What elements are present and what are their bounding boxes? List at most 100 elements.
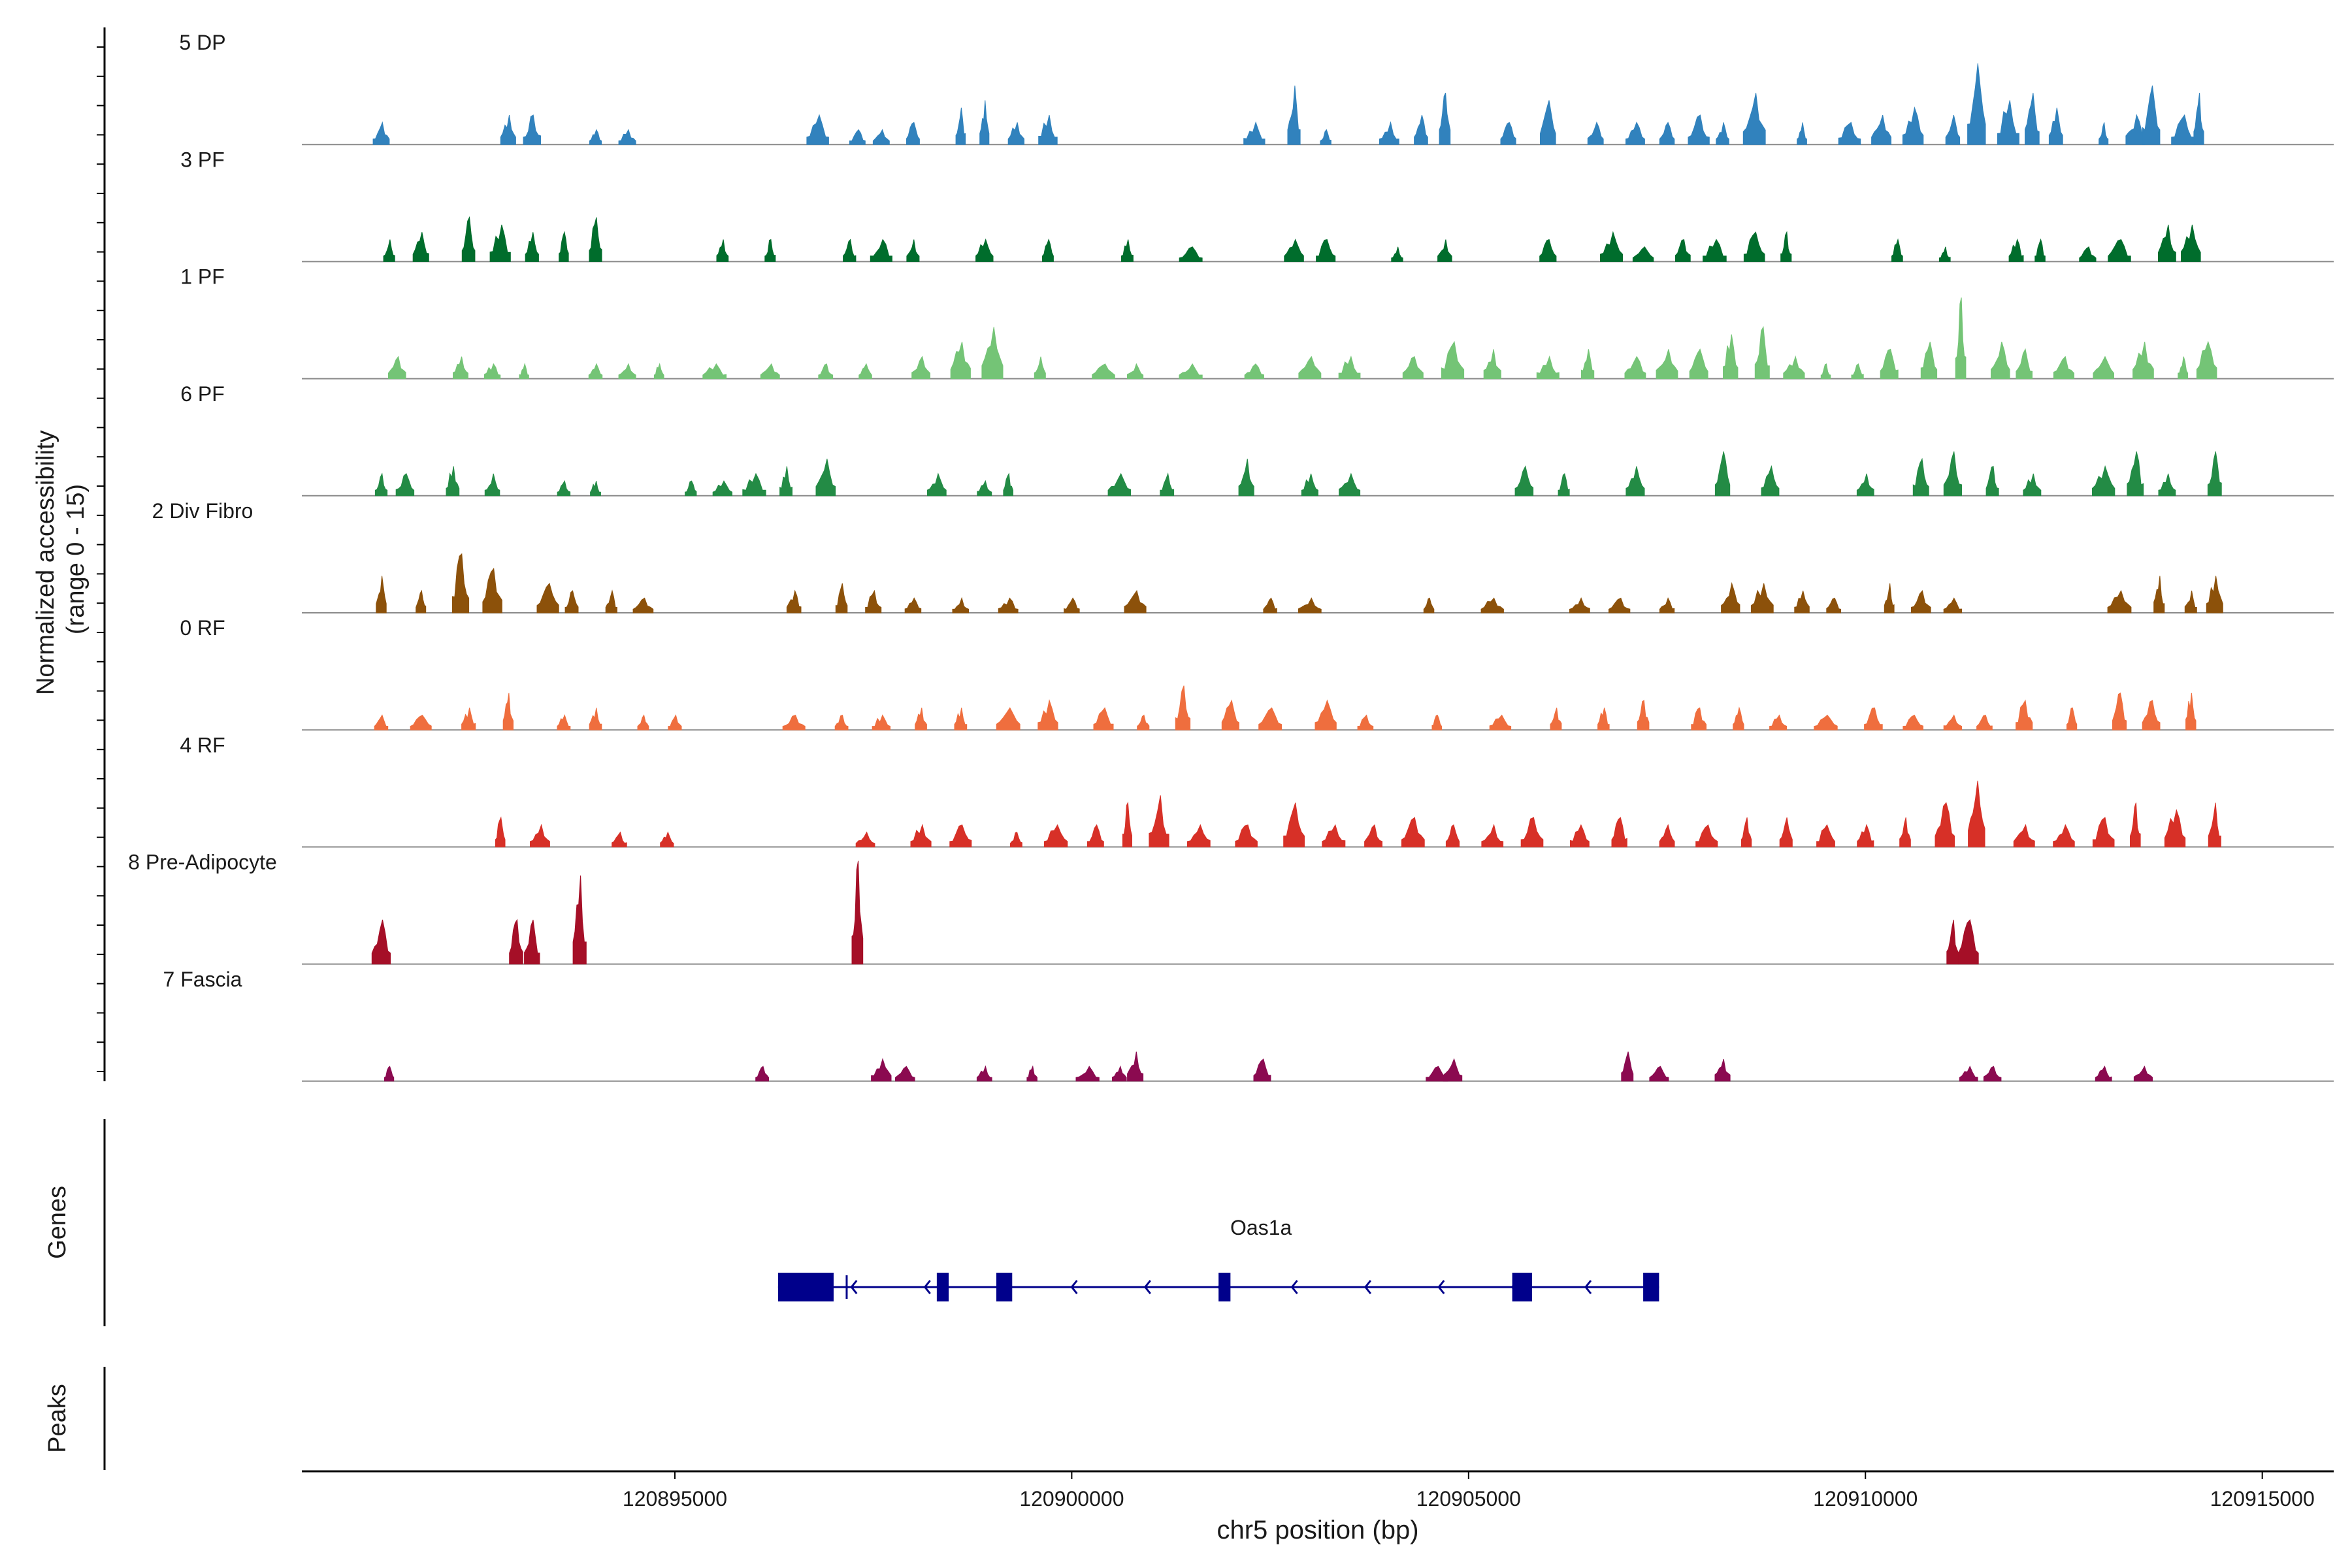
track-label: 5 DP [179,31,225,54]
peak [1816,824,1835,847]
peak [1864,707,1883,730]
peak [1625,122,1645,145]
peak [1714,451,1731,497]
peak [1179,246,1203,262]
peak [851,860,864,965]
peak [1500,122,1516,145]
peak [1958,919,1979,965]
exon [1218,1273,1231,1301]
x-axis-title: chr5 position (bp) [1217,1516,1418,1544]
peak [1688,114,1710,145]
peak [786,589,802,613]
strand-chevron [923,1280,931,1294]
peak [1856,473,1874,497]
peak [2023,473,2042,497]
peak [1320,129,1331,145]
peak [2207,451,2222,497]
peak [2181,224,2201,262]
exon [777,1273,834,1301]
peak [1689,348,1708,380]
peak [1037,699,1058,730]
peak [1625,466,1645,497]
peak [1991,342,2010,380]
peak [1911,590,1931,613]
peak [1569,597,1590,613]
peak [1283,802,1305,847]
coverage-y-ticks [97,46,105,1072]
track-8-pre-adipocyte: 8 Pre-Adipocyte [128,851,2334,965]
y-axis-title-line2: (range 0 - 15) [62,484,90,634]
peak [1597,708,1610,730]
peak [1093,707,1114,730]
peak [557,480,571,497]
track-label: 4 RF [180,733,225,757]
x-tick-label: 120905000 [1416,1487,1521,1511]
peak [1935,802,1955,847]
peak [2092,465,2115,497]
peak [1779,817,1793,847]
peak [1489,714,1512,730]
peak [495,816,506,847]
peak [1179,363,1203,380]
peak [1761,465,1780,497]
peak [949,824,972,847]
peak [716,239,729,262]
peak [483,363,501,380]
peak [1943,597,1963,613]
peak [2108,238,2131,262]
genes-label: Genes [44,1186,71,1259]
peak [502,693,514,730]
peak [1912,457,1929,497]
peak [1797,122,1807,145]
peak [1938,246,1951,262]
y-axis-title: Normalized accessibility (range 0 - 15) [32,431,90,695]
peak [1423,597,1435,613]
peak [1558,473,1570,497]
peak [2171,114,2195,145]
peak [383,239,395,262]
x-tick-label: 120910000 [1813,1487,1918,1511]
peak [559,231,569,262]
peak [1127,363,1144,380]
peak [1976,714,1993,730]
peak [1884,583,1895,613]
peak [1945,114,1961,145]
peak [1783,355,1805,380]
peak [1820,363,1831,380]
peak [1364,824,1382,847]
peak [1075,1066,1100,1082]
x-tick-label: 120900000 [1019,1487,1124,1511]
peak [1959,1065,1978,1082]
peak [2079,246,2097,262]
peak [1042,238,1054,262]
peak [1186,824,1211,847]
peak [1431,714,1442,730]
peak [2208,802,2221,847]
peak [712,480,732,497]
track-2-div-fibro: 2 Div Fibro [152,499,2334,613]
peak [1235,824,1258,847]
track-1-pf: 1 PF [180,265,2334,380]
peak [530,823,550,847]
peak [1539,238,1557,262]
peak [1414,114,1428,145]
peak [1443,1058,1463,1082]
peak [1439,92,1451,145]
peak [2053,824,2075,847]
peak [872,129,890,145]
peak [384,1066,395,1082]
peak [855,831,875,847]
peak [1086,824,1104,847]
peak [1968,780,1985,847]
peak [1520,817,1544,847]
peak [1315,699,1337,730]
peak [782,714,806,730]
peak [1838,122,1861,145]
peak [1481,823,1504,847]
peak [1570,824,1590,847]
peak [1754,325,1770,380]
peak [872,714,890,730]
peak [1034,356,1046,380]
peak [849,129,866,145]
peak [376,576,387,613]
